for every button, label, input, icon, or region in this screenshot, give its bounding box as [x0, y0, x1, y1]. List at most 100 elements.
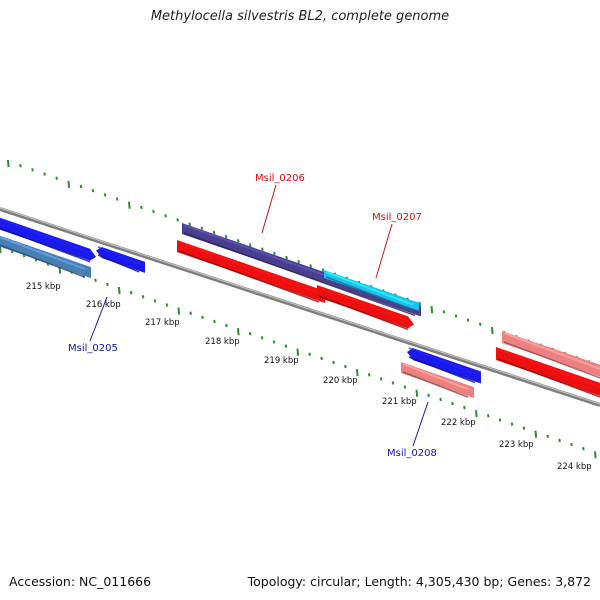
gene-red-long-highlight [178, 241, 320, 294]
gene-upper-left-blue-highlight [0, 218, 91, 254]
scale-tick-upper [103, 193, 107, 197]
gene-upper-left-steel-shadow [0, 244, 86, 278]
scale-tick-lower [475, 410, 478, 418]
scale-tick-lower [522, 426, 526, 430]
accession-text: Accession: NC_011666 [9, 574, 152, 589]
gene-upper-left-blue [0, 217, 96, 263]
gene-msil-0208-pink-shadow [402, 371, 469, 398]
gene-label-msil-0208[interactable]: Msil_0208 [387, 448, 437, 459]
scale-tick-lower [332, 360, 335, 365]
scale-tick-upper [43, 172, 46, 176]
scale-tick-upper [176, 218, 179, 222]
gene-upper-left-blue-shadow [0, 227, 91, 263]
scale-tick-lower [177, 307, 181, 315]
scale-tick-lower [570, 442, 573, 447]
scale-tick-lower [427, 393, 430, 397]
scale-tick-upper [261, 247, 264, 251]
scale-tick-upper [285, 255, 288, 260]
gene-msil-0208-blue [407, 347, 481, 384]
scale-tick-lower [106, 282, 109, 287]
scale-tick-lower [510, 422, 514, 426]
scale-tick-upper [236, 239, 240, 243]
scale-tick-lower [594, 451, 597, 459]
scale-tick-lower [284, 344, 288, 348]
scale-tick-upper [430, 306, 434, 314]
scale-tick-lower [141, 295, 145, 299]
scale-tick-upper [115, 197, 119, 201]
scale-tick-lower [272, 340, 276, 344]
gene-red-long [177, 240, 325, 304]
genome-backbone [0, 207, 600, 407]
gene-small-blue-body [96, 247, 145, 273]
scale-tick-upper [164, 214, 167, 218]
gene-small-blue-highlight [97, 246, 140, 265]
scale-tick-lower [129, 290, 133, 295]
gene-small-blue-shadow [97, 254, 140, 273]
scale-tick-upper [128, 201, 131, 209]
scale-tick-lower [94, 278, 97, 283]
scale-tick-upper [454, 314, 458, 318]
scale-tick-upper [19, 163, 22, 168]
scale-tick-lower [118, 286, 121, 295]
gene-msil-0208-blue-shadow [408, 356, 476, 384]
scale-tick-lower [296, 348, 300, 356]
scale-tick-lower [439, 397, 442, 402]
scale-tick-upper [321, 268, 325, 272]
scale-tick-upper [212, 230, 216, 235]
scale-label-223: 223 kbp [499, 440, 534, 450]
scale-tick-lower [320, 356, 323, 361]
genome-summary-text: Topology: circular; Length: 4,305,430 bp… [247, 574, 591, 589]
gene-label-msil-0206[interactable]: Msil_0206 [255, 173, 305, 184]
scale-tick-upper [478, 322, 482, 327]
scale-tick-lower [153, 299, 157, 303]
scale-tick-upper [418, 301, 421, 306]
gene-red-long-shadow [178, 250, 320, 303]
scale-label-222: 222 kbp [441, 418, 476, 428]
gene-right-pink [502, 331, 600, 379]
gene-label-msil-0205[interactable]: Msil_0205 [68, 343, 118, 354]
map-title: Methylocella silvestris BL2, complete ge… [150, 9, 450, 24]
scale-tick-upper [442, 310, 446, 314]
scale-tick-upper [466, 318, 470, 322]
scale-tick-lower [486, 414, 490, 418]
scale-label-216: 216 kbp [86, 300, 121, 310]
scale-tick-lower [391, 381, 395, 385]
scale-tick-upper [91, 189, 95, 193]
scale-tick-lower [308, 352, 311, 356]
gene-right-red-shadow [497, 358, 600, 398]
scale-label-215: 215 kbp [26, 282, 61, 292]
gene-msil-0207-highlight [325, 271, 414, 306]
scale-tick-lower [379, 377, 383, 381]
gene-small-blue [96, 246, 145, 273]
scale-tick-lower [201, 315, 204, 319]
scale-tick-lower [248, 332, 252, 336]
gene-right-red-body [496, 347, 600, 396]
scale-label-224: 224 kbp [557, 462, 592, 472]
gene-msil-0207 [324, 270, 419, 311]
scale-label-217: 217 kbp [145, 318, 180, 328]
gene-right-pink-shadow [503, 341, 600, 379]
scale-label-220: 220 kbp [323, 376, 358, 386]
scale-tick-upper [55, 176, 58, 180]
scale-tick-upper [297, 259, 300, 264]
scale-tick-lower [237, 328, 240, 336]
gene-labels: Msil_0206 Msil_0207 Msil_0205 Msil_0208 [68, 173, 437, 459]
scale-tick-lower [534, 430, 538, 438]
scale-tick-upper [7, 159, 10, 168]
gene-label-msil-0207[interactable]: Msil_0207 [372, 212, 422, 223]
scale-tick-lower [498, 418, 502, 422]
backbone-line [0, 207, 600, 407]
scale-tick-lower [546, 434, 549, 439]
scale-tick-upper [224, 234, 228, 239]
gene-msil-0208-pink-highlight [402, 363, 469, 391]
gene-msil-0207-shadow [325, 276, 414, 311]
scale-tick-lower [260, 336, 264, 340]
scale-tick-lower [558, 438, 561, 443]
scale-tick-upper [273, 251, 276, 256]
leader-msil-0205 [89, 296, 108, 342]
scale-tick-lower [582, 446, 585, 451]
gene-red-long-highlight [318, 286, 409, 322]
scale-tick-lower [225, 323, 228, 328]
scale-ticks [0, 159, 597, 459]
